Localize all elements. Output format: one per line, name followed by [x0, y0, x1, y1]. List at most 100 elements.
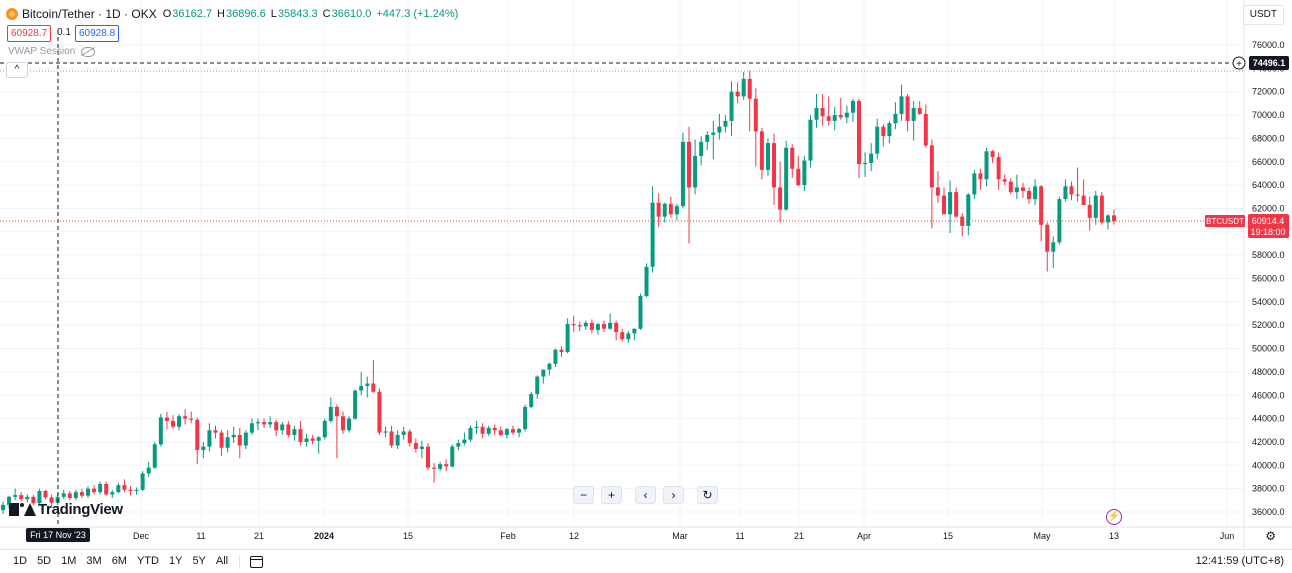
candle-body [371, 383, 376, 392]
reset-chart-button[interactable]: ↻ [697, 486, 718, 504]
scroll-left-button[interactable]: ‹ [635, 486, 656, 504]
candle [644, 263, 649, 298]
candle-body [304, 438, 309, 442]
candle [559, 346, 564, 357]
candlestick-chart[interactable]: 76000.074000.072000.070000.068000.066000… [0, 0, 1292, 549]
hidden-eye-icon[interactable] [81, 46, 96, 57]
candle-body [571, 324, 576, 326]
candle-body [1020, 187, 1025, 191]
candle-body [723, 120, 728, 127]
range-1y[interactable]: 1Y [168, 555, 183, 567]
range-3m[interactable]: 3M [86, 555, 102, 567]
candle-body [7, 496, 12, 505]
range-6m[interactable]: 6M [111, 555, 127, 567]
crosshair-plus-button[interactable]: + [1232, 56, 1246, 70]
vwap-indicator[interactable]: VWAP Session [8, 46, 96, 57]
candle [905, 94, 910, 132]
candle [638, 293, 643, 330]
collapse-legend-button[interactable]: ^ [6, 62, 28, 78]
range-5d[interactable]: 5D [37, 555, 52, 567]
candle [802, 155, 807, 191]
candle [450, 444, 455, 468]
candle [1112, 209, 1116, 225]
candle [662, 202, 667, 223]
candle [347, 416, 352, 433]
lightning-icon[interactable]: ⚡ [1106, 509, 1122, 525]
currency-select[interactable]: USDT [1242, 5, 1284, 25]
candle [262, 418, 267, 428]
candle-body [911, 108, 916, 121]
candle [595, 322, 600, 335]
candle-body [1087, 204, 1092, 218]
candle-body [249, 423, 254, 433]
candle [116, 482, 121, 494]
range-all[interactable]: All [215, 555, 229, 567]
candle [67, 490, 72, 501]
price-axis[interactable]: 76000.074000.072000.070000.068000.066000… [1252, 40, 1285, 517]
candle [492, 424, 497, 435]
candle-body [67, 493, 72, 498]
scroll-right-button[interactable]: › [663, 486, 684, 504]
candle-body [255, 422, 260, 424]
bottom-toolbar: 1D 5D 1M 3M 6M YTD 1Y 5Y All 12:41:59 (U… [0, 549, 1292, 573]
candle [571, 315, 576, 333]
candle-body [1063, 186, 1068, 200]
candle [49, 494, 54, 507]
candle [243, 430, 248, 449]
price-axis-label: 38000.0 [1252, 484, 1285, 494]
candle [1014, 174, 1019, 200]
range-1d[interactable]: 1D [13, 555, 28, 567]
clock-timezone[interactable]: 12:41:59 (UTC+8) [1195, 555, 1284, 567]
candle [814, 94, 819, 128]
time-axis[interactable]: Dec 11 21 2024 15 Feb 12 Mar 11 21 Apr 15 May 13 Jun [133, 531, 1234, 541]
candle [838, 97, 843, 120]
candle-body [517, 429, 522, 433]
candle [353, 389, 358, 420]
candle-body [480, 426, 485, 434]
candle [887, 120, 892, 144]
price-axis-label: 40000.0 [1252, 460, 1285, 470]
candle-body [881, 126, 886, 137]
candle [407, 429, 412, 447]
candle-body [438, 464, 443, 469]
sell-price-button[interactable]: 60928.7 [7, 25, 52, 42]
candle-body [31, 496, 36, 504]
candle [498, 426, 503, 437]
candle-body [85, 488, 90, 496]
gear-icon[interactable]: ⚙ [1265, 529, 1276, 543]
candle [401, 426, 406, 440]
candle-body [1051, 242, 1056, 252]
candle [1027, 187, 1032, 204]
symbol-legend[interactable]: Bitcoin/Tether · 1D · OKX O 36162.7 H 3689… [6, 6, 463, 22]
candle-body [966, 194, 971, 226]
candle [674, 203, 679, 221]
candle-body [237, 434, 242, 446]
candle [432, 462, 437, 483]
candle [687, 126, 692, 244]
candle-body [92, 488, 97, 493]
range-ytd[interactable]: YTD [136, 555, 159, 567]
candle-body [559, 349, 564, 353]
calendar-icon[interactable] [250, 555, 264, 568]
candle [948, 180, 953, 233]
candle-body [219, 432, 224, 448]
zoom-out-button[interactable]: − [573, 486, 594, 504]
candle [620, 328, 625, 342]
candle [699, 136, 704, 166]
symbol-title[interactable]: Bitcoin/Tether · 1D · OKX [22, 7, 157, 21]
candle [438, 461, 443, 472]
candle-body [37, 490, 42, 504]
candle-body [1069, 186, 1074, 195]
range-1m[interactable]: 1M [61, 555, 77, 567]
candle-body [547, 363, 552, 370]
zoom-in-button[interactable]: + [601, 486, 622, 504]
time-axis-label: Feb [500, 531, 516, 541]
candle [219, 430, 224, 456]
candle-body [929, 145, 934, 188]
candle-body [863, 162, 868, 165]
candle [577, 321, 582, 332]
buy-price-button[interactable]: 60928.8 [75, 25, 120, 42]
candle-body [292, 429, 297, 435]
range-5y[interactable]: 5Y [192, 555, 206, 567]
tradingview-logo[interactable]: TradingView [9, 501, 123, 518]
